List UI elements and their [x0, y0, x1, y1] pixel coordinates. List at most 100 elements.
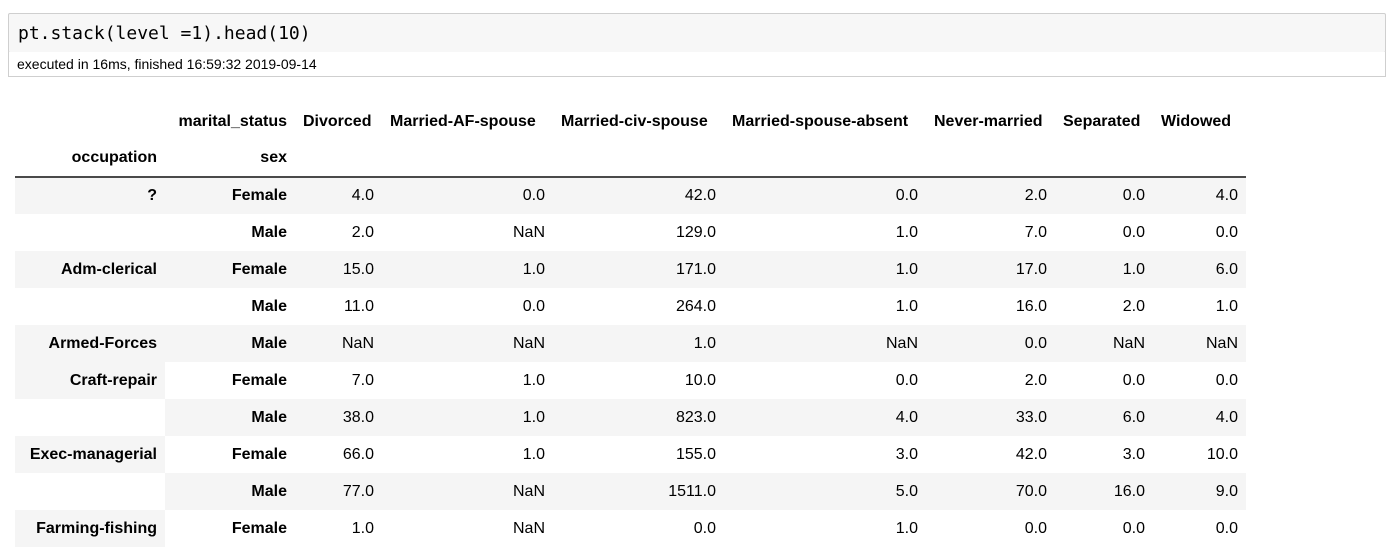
table-cell: 38.0 — [295, 399, 382, 436]
table-cell: 5.0 — [724, 473, 926, 510]
column-header: Married-AF-spouse — [390, 112, 536, 130]
table-cell: 171.0 — [553, 251, 724, 288]
table-cell: 1.0 — [382, 399, 553, 436]
row-sex: Female — [165, 177, 295, 214]
table-cell: 0.0 — [522, 297, 545, 315]
table-cell: 1511.0 — [553, 473, 724, 510]
table-cell: 0.0 — [1215, 223, 1238, 241]
header-blank — [15, 103, 165, 140]
table-cell: 42.0 — [553, 177, 724, 214]
index-name-row: occupation sex — [15, 140, 1246, 178]
index-name-occupation: occupation — [15, 140, 165, 178]
row-occupation — [15, 473, 165, 510]
table-cell: 0.0 — [1055, 177, 1153, 214]
code-input-cell[interactable]: pt.stack(level =1).head(10) — [8, 13, 1386, 53]
table-cell: 1.0 — [1215, 297, 1238, 315]
table-row: Craft-repair Female 7.0 1.0 10.0 0.0 2.0 0.0 0.0 — [15, 362, 1246, 399]
column-header: Divorced — [303, 112, 372, 130]
table-cell: 2.0 — [1024, 371, 1047, 389]
table-cell: NaN — [724, 325, 926, 362]
table-cell: 77.0 — [295, 473, 382, 510]
row-occupation: Adm-clerical — [15, 251, 165, 288]
table-cell: 7.0 — [1024, 223, 1047, 241]
table-cell: NaN — [1055, 325, 1153, 362]
row-occupation — [15, 288, 165, 325]
table-cell: NaN — [382, 325, 553, 362]
table-cell: 1.0 — [522, 445, 545, 463]
table-cell: 3.0 — [1122, 445, 1145, 463]
table-cell: 264.0 — [675, 297, 716, 315]
row-occupation: Craft-repair — [15, 362, 165, 399]
table-cell: 42.0 — [1015, 445, 1047, 463]
row-sex: Male — [165, 325, 295, 362]
execution-status: executed in 16ms, finished 16:59:32 2019… — [17, 56, 317, 72]
table-cell: 1.0 — [895, 297, 918, 315]
row-sex: Female — [231, 445, 287, 463]
table-cell: 0.0 — [1215, 371, 1238, 389]
table-cell: 1.0 — [895, 223, 918, 241]
table-cell: 129.0 — [675, 223, 716, 241]
column-header: Widowed — [1161, 112, 1232, 130]
table-row: Exec-managerial Female 66.0 1.0 155.0 3.0 42.0… — [15, 436, 1246, 473]
table-cell: 4.0 — [295, 177, 382, 214]
table-row: Adm-clerical Female 15.0 1.0 171.0 1.0 17.0 1.0… — [15, 251, 1246, 288]
table-cell: NaN — [382, 473, 553, 510]
table-row: Male 77.0 NaN 1511.0 5.0 70.0 16.0 9.0 — [15, 473, 1246, 510]
table-cell: 1.0 — [351, 519, 374, 537]
table-row: Male 38.0 1.0 823.0 4.0 33.0 6.0 4.0 — [15, 399, 1246, 436]
table-cell: NaN — [512, 519, 545, 537]
table-cell: 0.0 — [1122, 223, 1145, 241]
column-level-name: marital_status — [178, 112, 288, 130]
table-cell: 6.0 — [1153, 251, 1246, 288]
table-cell: 823.0 — [553, 399, 724, 436]
table-cell: 11.0 — [344, 297, 374, 315]
table-cell: 1.0 — [1055, 251, 1153, 288]
table-cell: 70.0 — [926, 473, 1055, 510]
row-sex: Female — [231, 371, 287, 389]
table-cell: 2.0 — [1122, 297, 1145, 315]
table-cell: 0.0 — [926, 325, 1055, 362]
table-row: Male 2.0 NaN 129.0 1.0 7.0 0.0 0.0 — [15, 214, 1246, 251]
table-cell: 10.0 — [684, 371, 716, 389]
table-cell: 0.0 — [1122, 371, 1145, 389]
table-body: ? Female 4.0 0.0 42.0 0.0 2.0 0.0 4.0 Male 2.0 NaN 1… — [15, 177, 1246, 547]
table-cell: 6.0 — [1055, 399, 1153, 436]
column-header: Separated — [1063, 112, 1141, 130]
column-header: Married-civ-spouse — [561, 112, 708, 130]
table-cell: 66.0 — [342, 445, 374, 463]
row-sex: Male — [251, 223, 287, 241]
table-cell: 0.0 — [724, 177, 926, 214]
table-cell: NaN — [512, 223, 545, 241]
table-cell: NaN — [295, 325, 382, 362]
row-sex: Male — [251, 297, 287, 315]
table-row: Male 11.0 0.0 264.0 1.0 16.0 2.0 1.0 — [15, 288, 1246, 325]
table-cell: 16.0 — [1015, 297, 1047, 315]
table-cell: 1.0 — [895, 519, 918, 537]
table-cell: 1.0 — [724, 251, 926, 288]
table-cell: 33.0 — [926, 399, 1055, 436]
execution-time-bar: executed in 16ms, finished 16:59:32 2019… — [8, 52, 1386, 77]
row-occupation: Exec-managerial — [15, 436, 165, 473]
table-cell: 17.0 — [926, 251, 1055, 288]
row-occupation: Farming-fishing — [15, 510, 165, 547]
table-cell: 10.0 — [1206, 445, 1238, 463]
table-cell: 4.0 — [724, 399, 926, 436]
code-text[interactable]: pt.stack(level =1).head(10) — [18, 23, 311, 44]
table-cell: 2.0 — [351, 223, 374, 241]
table-cell: NaN — [1153, 325, 1246, 362]
table-cell: 155.0 — [675, 445, 716, 463]
table-cell: 4.0 — [1153, 399, 1246, 436]
table-cell: 4.0 — [1153, 177, 1246, 214]
table-cell: 2.0 — [926, 177, 1055, 214]
row-occupation: Armed-Forces — [15, 325, 165, 362]
row-sex: Male — [165, 399, 295, 436]
column-header: Never-married — [934, 112, 1043, 130]
row-sex: Male — [165, 473, 295, 510]
table-cell: 16.0 — [1055, 473, 1153, 510]
column-header-row: marital_status Divorced Married-AF-spous… — [15, 103, 1246, 140]
dataframe-output: marital_status Divorced Married-AF-spous… — [15, 103, 1246, 547]
table-cell: 15.0 — [295, 251, 382, 288]
table-cell: 1.0 — [553, 325, 724, 362]
row-sex: Female — [165, 251, 295, 288]
table-cell: 0.0 — [693, 519, 716, 537]
